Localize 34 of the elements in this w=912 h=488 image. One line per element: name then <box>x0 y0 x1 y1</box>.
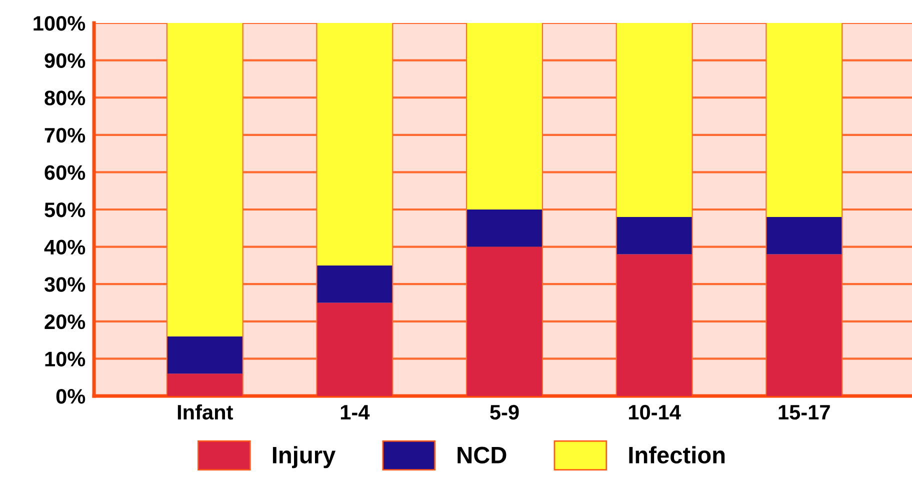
y-tick-label: 30% <box>44 277 86 292</box>
bar <box>616 23 692 217</box>
bar <box>167 336 242 374</box>
bar <box>766 23 842 217</box>
y-tick-label: 100% <box>34 16 86 31</box>
legend-label: Infection <box>629 446 725 464</box>
y-tick-label: 60% <box>44 165 86 180</box>
bar <box>317 302 392 396</box>
y-tick-label: 10% <box>45 352 86 366</box>
bar <box>616 216 692 254</box>
y-tick-label: 20% <box>44 314 86 330</box>
y-tick-label: 40% <box>44 240 86 255</box>
bar <box>167 23 242 336</box>
y-tick-label: 70% <box>44 128 86 143</box>
y-tick-label: 90% <box>44 53 86 68</box>
x-tick-label: 15-17 <box>778 405 830 420</box>
y-tick-label: 50% <box>44 202 86 218</box>
bar <box>766 216 842 254</box>
x-tick-label: 10-14 <box>628 404 681 420</box>
x-tick-label: 1-4 <box>340 405 370 420</box>
x-tick-label: 5-9 <box>490 404 519 420</box>
bar <box>167 374 242 396</box>
legend-label: NCD <box>458 446 506 464</box>
bar <box>317 23 392 266</box>
x-tick-label: Infant <box>178 404 233 420</box>
bar <box>467 246 542 396</box>
bar <box>467 23 542 210</box>
y-tick-label: 0% <box>56 389 86 404</box>
bar <box>616 254 692 396</box>
y-tick-label: 80% <box>44 90 86 106</box>
bar <box>766 254 842 396</box>
bar <box>317 265 392 303</box>
bar <box>467 210 542 247</box>
legend-label: Injury <box>272 446 336 468</box>
